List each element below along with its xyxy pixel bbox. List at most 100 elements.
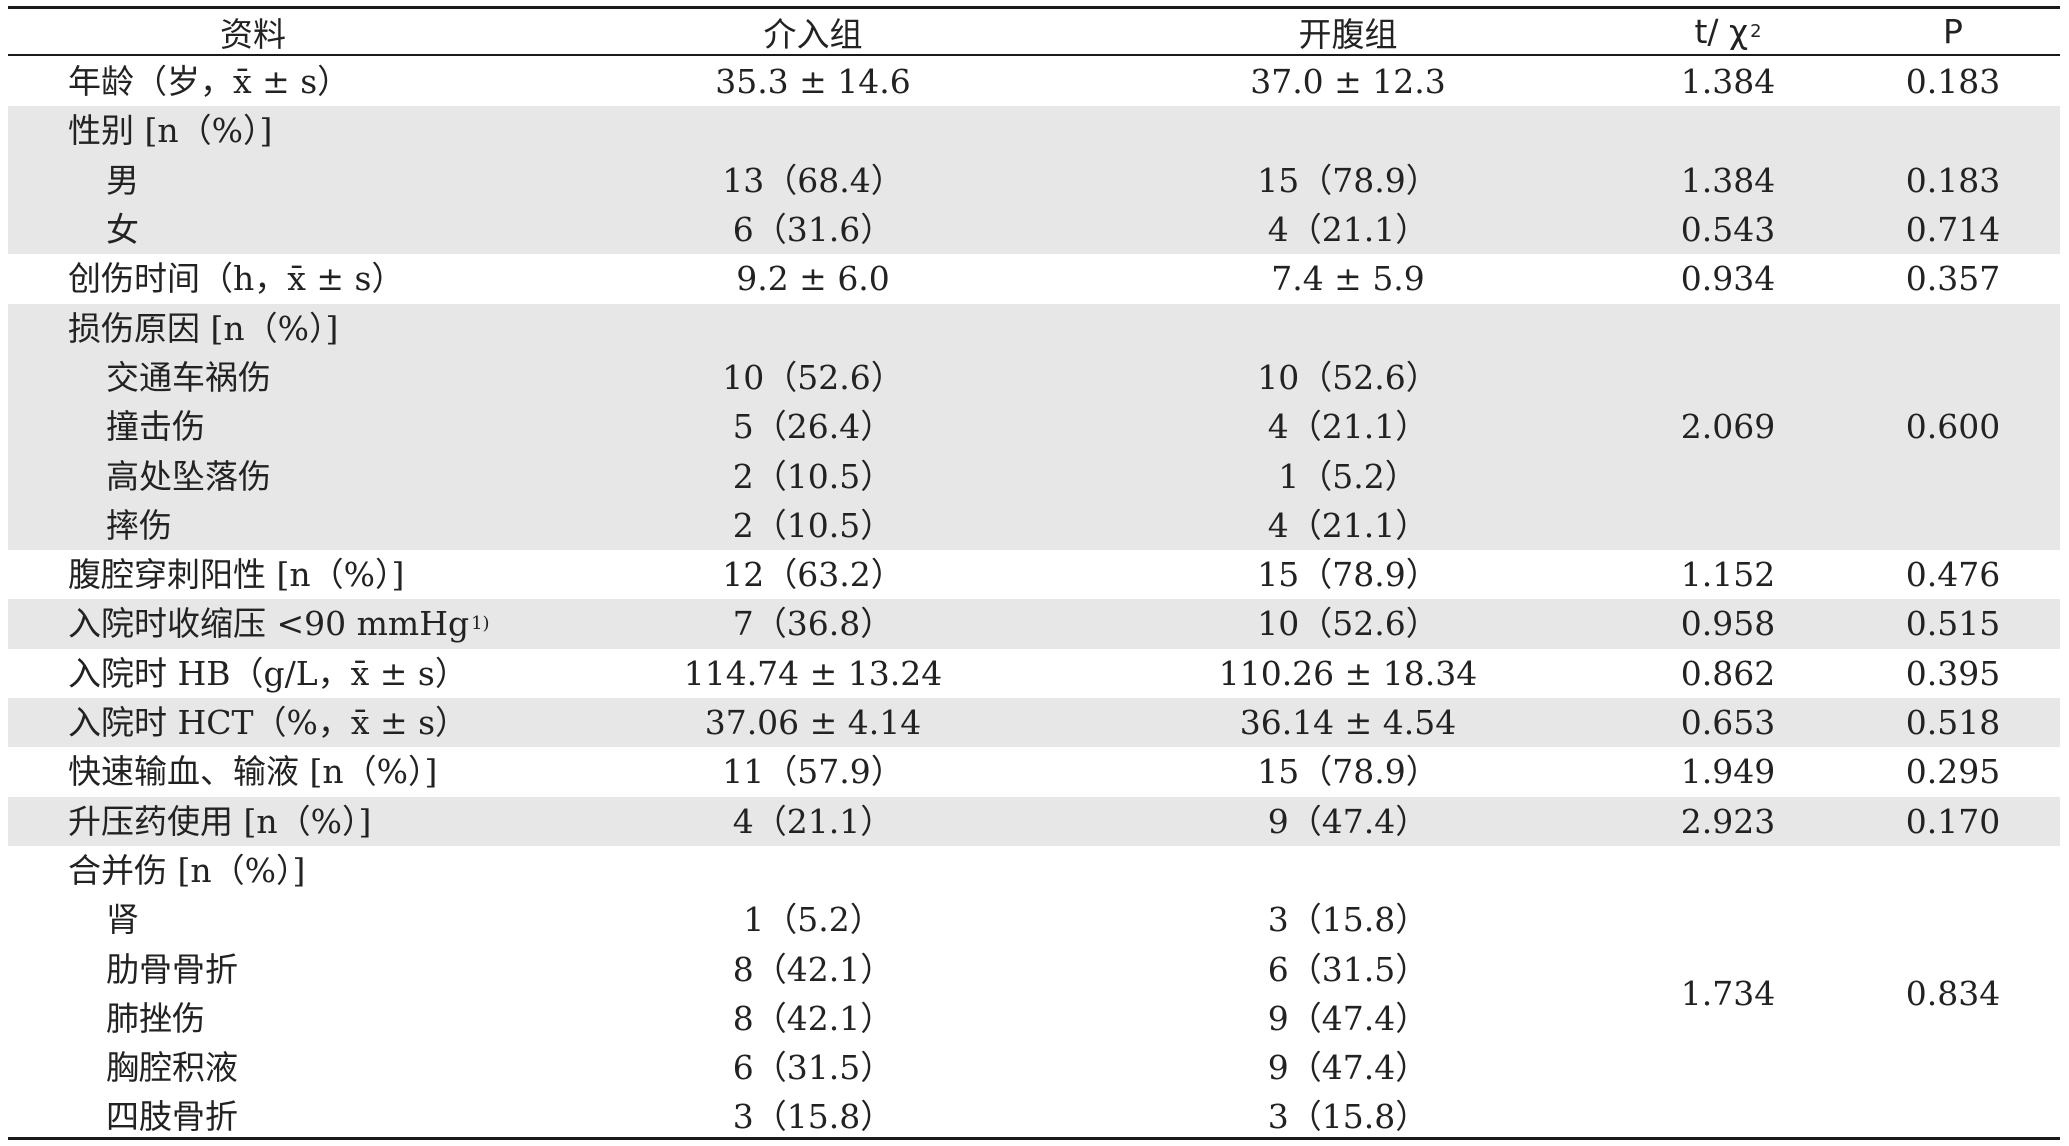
- intervention-value-text: 8（42.1）: [732, 998, 894, 1038]
- p-value-text: 0.395: [1905, 653, 2001, 693]
- table-row: 入院时 HCT（%，x̄ ± s） 37.06 ± 4.14 36.14 ± 4.5…: [8, 697, 2060, 748]
- intervention-value-text: 3（15.8）: [732, 1097, 894, 1137]
- row-label-text: 年龄（岁，x̄ ± s）: [68, 62, 351, 102]
- row-label-text: 肾: [106, 900, 139, 940]
- row-label-text: 腹腔穿刺阳性 [n（%）]: [68, 555, 405, 595]
- laparotomy-value-text: 4（21.1）: [1267, 505, 1429, 545]
- footnote-marker: 1): [471, 612, 490, 634]
- p-value-text: 0.357: [1905, 259, 2001, 299]
- statistic-value-text: 1.384: [1680, 160, 1776, 200]
- statistic-value: 0.653: [1628, 698, 1828, 747]
- row-label-text: 男: [106, 160, 139, 200]
- laparotomy-value-text: 1（5.2）: [1278, 456, 1418, 496]
- laparotomy-value: 15（78.9）: [1163, 156, 1533, 205]
- top-rule: [8, 6, 2060, 9]
- row-label: 入院时收缩压 <90 mmHg 1): [68, 599, 708, 648]
- intervention-value: 3（15.8）: [628, 1092, 998, 1141]
- statistic-value: 0.543: [1628, 205, 1828, 254]
- intervention-value: [628, 304, 998, 353]
- laparotomy-value-text: 9（47.4）: [1267, 998, 1429, 1038]
- table-row: 撞击伤 5（26.4） 4（21.1）: [8, 402, 2060, 452]
- intervention-value-text: 2（10.5）: [732, 456, 894, 496]
- statistic-value: [1628, 106, 1828, 155]
- table-row: 年龄（岁，x̄ ± s） 35.3 ± 14.6 37.0 ± 12.3 1.384 0…: [8, 57, 2060, 106]
- intervention-value-text: 35.3 ± 14.6: [715, 62, 911, 102]
- intervention-value: 114.74 ± 13.24: [628, 649, 998, 698]
- row-label-text: 升压药使用 [n（%）]: [68, 801, 372, 841]
- row-label: 高处坠落伤: [106, 451, 746, 500]
- table-row: 高处坠落伤 2（10.5） 1（5.2）: [8, 451, 2060, 501]
- laparotomy-value: 15（78.9）: [1163, 747, 1533, 796]
- merged-p-combined-injury: 0.834: [1853, 846, 2053, 1142]
- intervention-value-text: 12（63.2）: [722, 555, 904, 595]
- table-row: 女 6（31.6） 4（21.1） 0.543 0.714: [8, 204, 2060, 255]
- p-value-text: 0.515: [1905, 604, 2001, 644]
- laparotomy-value-text: 10（52.6）: [1257, 357, 1439, 397]
- laparotomy-value: 6（31.5）: [1163, 944, 1533, 993]
- row-label: 肾: [106, 895, 746, 944]
- merged-p-injury-cause-value: 0.600: [1905, 407, 2001, 447]
- intervention-value: 7（36.8）: [628, 599, 998, 648]
- laparotomy-value: 3（15.8）: [1163, 1092, 1533, 1141]
- row-label-text: 女: [106, 210, 139, 250]
- laparotomy-value-text: 9（47.4）: [1267, 801, 1429, 841]
- laparotomy-value-text: 37.0 ± 12.3: [1250, 62, 1446, 102]
- statistic-value: 1.949: [1628, 747, 1828, 796]
- laparotomy-value: 9（47.4）: [1163, 797, 1533, 846]
- intervention-value-text: 37.06 ± 4.14: [704, 703, 922, 743]
- merged-p-combined-injury-value: 0.834: [1905, 974, 2001, 1014]
- row-label-text: 入院时 HCT（%，x̄ ± s）: [68, 703, 469, 743]
- intervention-value: 8（42.1）: [628, 944, 998, 993]
- laparotomy-value: 110.26 ± 18.34: [1163, 649, 1533, 698]
- p-value-text: 0.518: [1905, 703, 2001, 743]
- laparotomy-value-text: 15（78.9）: [1257, 752, 1439, 792]
- intervention-value-text: 13（68.4）: [722, 160, 904, 200]
- table-row: 四肢骨折 3（15.8） 3（15.8）: [8, 1092, 2060, 1141]
- row-label: 肺挫伤: [106, 994, 746, 1043]
- row-label: 合并伤 [n（%）]: [68, 846, 708, 895]
- statistic-value-text: 0.958: [1680, 604, 1776, 644]
- row-label-text: 肋骨骨折: [106, 949, 238, 989]
- p-value: 0.295: [1853, 747, 2053, 796]
- statistic-value-text: 1.949: [1680, 752, 1776, 792]
- header-p-value: P: [1943, 12, 1963, 51]
- table-row: 胸腔积液 6（31.5） 9（47.4）: [8, 1043, 2060, 1092]
- laparotomy-value: 4（21.1）: [1163, 402, 1533, 451]
- intervention-value: 5（26.4）: [628, 402, 998, 451]
- intervention-value: 2（10.5）: [628, 501, 998, 550]
- row-label-text: 摔伤: [106, 505, 172, 545]
- p-value: 0.515: [1853, 599, 2053, 648]
- row-label-text: 入院时收缩压 <90 mmHg: [68, 604, 470, 644]
- row-label: 年龄（岁，x̄ ± s）: [68, 57, 708, 106]
- intervention-value: 4（21.1）: [628, 797, 998, 846]
- merged-p-injury-cause: 0.600: [1853, 304, 2053, 551]
- intervention-value-text: 8（42.1）: [732, 949, 894, 989]
- table-row: 性别 [n（%）]: [8, 106, 2060, 156]
- statistic-value-text: 0.934: [1680, 259, 1776, 299]
- row-label: 摔伤: [106, 501, 746, 550]
- laparotomy-value: 7.4 ± 5.9: [1163, 254, 1533, 303]
- statistic-value-text: 0.653: [1680, 703, 1776, 743]
- laparotomy-value: 3（15.8）: [1163, 895, 1533, 944]
- table-row: 摔伤 2（10.5） 4（21.1）: [8, 500, 2060, 550]
- row-label: 入院时 HCT（%，x̄ ± s）: [68, 698, 708, 747]
- header-statistic-label: t/ χ: [1694, 12, 1749, 51]
- row-label: 女: [106, 205, 746, 254]
- intervention-value-text: 7（36.8）: [732, 604, 894, 644]
- laparotomy-value-text: 15（78.9）: [1257, 555, 1439, 595]
- row-label-text: 四肢骨折: [106, 1097, 238, 1137]
- laparotomy-value-text: 6（31.5）: [1267, 949, 1429, 989]
- p-value: 0.183: [1853, 57, 2053, 106]
- laparotomy-value-text: 36.14 ± 4.54: [1239, 703, 1457, 743]
- intervention-value: 9.2 ± 6.0: [628, 254, 998, 303]
- merged-t-injury-cause: 2.069: [1680, 407, 1776, 447]
- table-row: 入院时收缩压 <90 mmHg 1) 7（36.8） 10（52.6） 0.958 0.5…: [8, 599, 2060, 649]
- intervention-value: [628, 846, 998, 895]
- intervention-value: 12（63.2）: [628, 550, 998, 599]
- table-row: 快速输血、输液 [n（%）] 11（57.9） 15（78.9） 1.949 0.295: [8, 747, 2060, 796]
- intervention-value: 11（57.9）: [628, 747, 998, 796]
- laparotomy-value-text: 7.4 ± 5.9: [1271, 259, 1425, 299]
- statistic-value-text: 1.384: [1680, 62, 1776, 102]
- laparotomy-value-text: 3（15.8）: [1267, 1097, 1429, 1137]
